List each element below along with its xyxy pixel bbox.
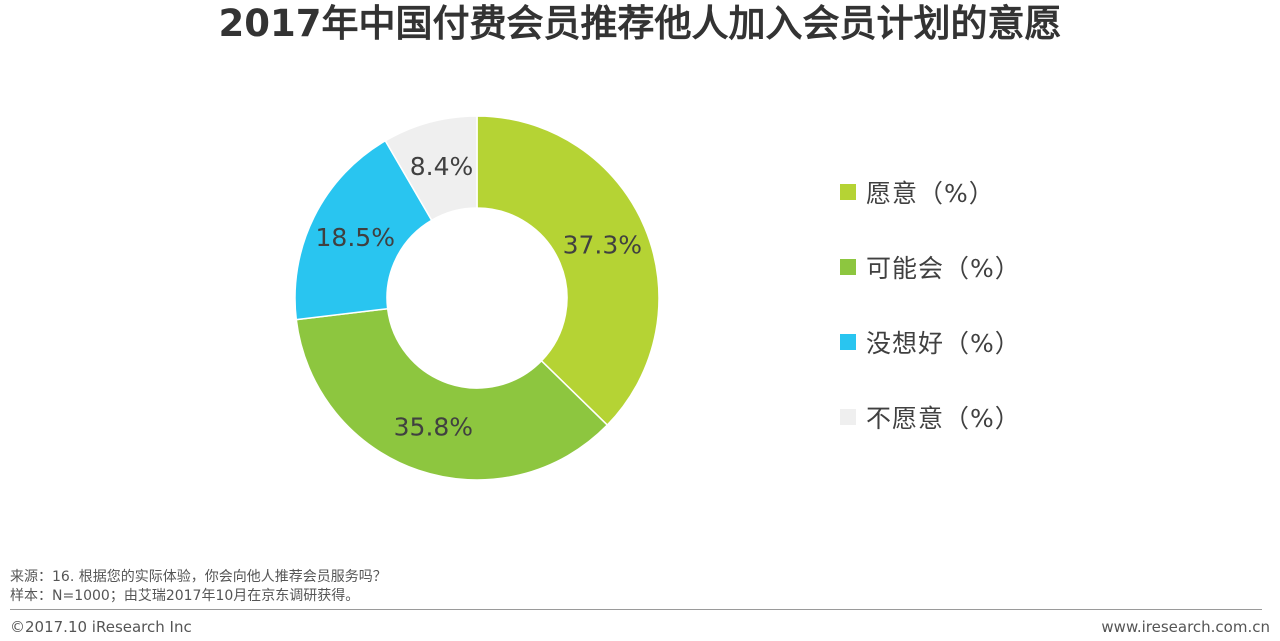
website-text: www.iresearch.com.cn <box>1101 618 1270 636</box>
legend-label: 愿意（%） <box>866 179 995 208</box>
legend-swatch <box>840 334 856 350</box>
legend-item-undecided: 没想好（%） <box>840 322 1021 362</box>
value-label-maybe: 35.8% <box>394 412 473 441</box>
legend-label: 没想好（%） <box>866 329 1021 358</box>
source-note: 来源：16. 根据您的实际体验，你会向他人推荐会员服务吗？ <box>10 569 387 585</box>
value-label-unwilling: 8.4% <box>410 152 474 181</box>
sample-note: 样本：N=1000；由艾瑞2017年10月在京东调研获得。 <box>10 588 360 604</box>
legend-label: 不愿意（%） <box>866 404 1021 433</box>
slice-unwilling <box>384 115 478 222</box>
legend-swatch <box>840 184 856 200</box>
legend-item-unwilling: 不愿意（%） <box>840 397 1021 437</box>
legend-label: 可能会（%） <box>866 254 1021 283</box>
legend-swatch <box>840 259 856 275</box>
footer-divider <box>10 609 1262 610</box>
value-label-willing: 37.3% <box>563 231 642 260</box>
slice-maybe <box>295 307 609 481</box>
donut-value-labels: 37.3% 35.8% 18.5% 8.4% <box>316 152 642 441</box>
legend-item-maybe: 可能会（%） <box>840 247 1021 287</box>
chart-title: 2017年中国付费会员推荐他人加入会员计划的意愿 <box>218 2 1062 45</box>
slice-willing <box>476 115 660 427</box>
copyright-text: ©2017.10 iResearch Inc <box>10 618 192 636</box>
legend-swatch <box>840 409 856 425</box>
value-label-undecided: 18.5% <box>316 223 395 252</box>
legend-item-willing: 愿意（%） <box>840 172 995 212</box>
donut-slices <box>294 115 660 481</box>
slice-undecided <box>294 139 433 321</box>
